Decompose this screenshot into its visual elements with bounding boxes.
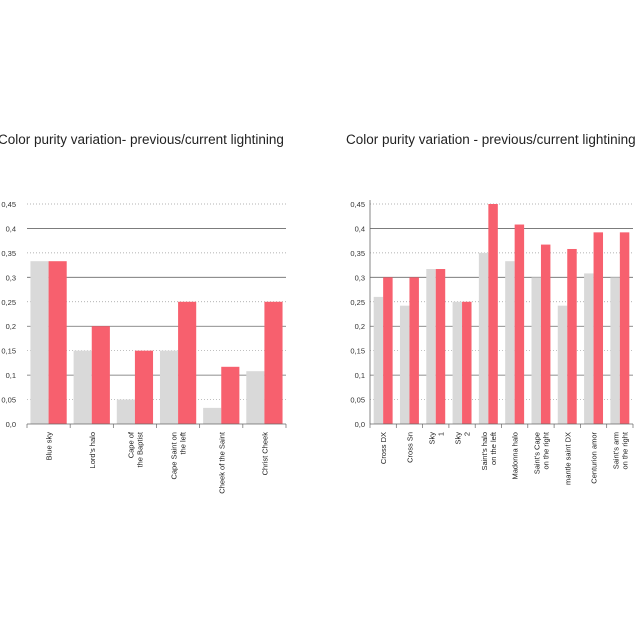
bar-previous	[116, 399, 135, 424]
category-label: Cross DX	[379, 432, 388, 464]
category-label: Saint's Cape	[532, 432, 541, 474]
y-tick-label: 0,3	[355, 273, 365, 282]
y-tick-label: 0,2	[355, 322, 365, 331]
y-tick-label: 0,3	[6, 273, 16, 282]
chart-left: Color purity variation- previous/current…	[0, 132, 287, 494]
bar-current	[567, 248, 577, 424]
category-label: Cross Sn	[405, 432, 414, 463]
y-tick-label: 0,2	[6, 322, 16, 331]
bar-current	[48, 261, 67, 424]
bar-current	[91, 326, 110, 424]
bar-current	[462, 301, 472, 424]
bar-previous	[584, 273, 594, 424]
y-tick-label: 0,1	[6, 371, 16, 380]
y-tick-label: 0,35	[1, 249, 16, 258]
category-label: Sky	[454, 432, 463, 445]
bar-previous	[557, 305, 568, 424]
bar-current	[435, 269, 446, 424]
category-label: Saint's halo	[480, 432, 489, 471]
category-label: mantle saint DX	[563, 432, 572, 485]
y-tick-label: 0,05	[1, 396, 16, 405]
bar-previous	[399, 305, 410, 424]
y-tick-label: 0,15	[350, 347, 365, 356]
bar-current	[514, 224, 525, 424]
y-tick-label: 0,4	[6, 224, 16, 233]
bar-current	[619, 232, 630, 424]
bar-previous	[159, 350, 179, 424]
bar-previous	[73, 350, 92, 424]
category-label: the left	[179, 431, 188, 454]
category-label: Saint's arm	[611, 432, 620, 469]
category-label: the Baptist	[135, 431, 144, 467]
y-tick-label: 0,0	[6, 420, 16, 429]
category-label: Lord's halo	[88, 432, 97, 468]
category-label: on the right	[620, 431, 629, 469]
chart-right: Color purity variation - previous/curren…	[346, 132, 636, 485]
bar-previous	[30, 261, 49, 424]
y-tick-label: 0,45	[1, 200, 16, 209]
y-tick-label: 0,4	[355, 224, 365, 233]
bar-current	[409, 277, 419, 424]
bar-previous	[426, 269, 436, 424]
bar-current	[540, 244, 551, 424]
bar-previous	[505, 261, 515, 424]
chart-title: Color purity variation- previous/current…	[0, 132, 284, 147]
bar-current	[134, 350, 154, 424]
category-label: Christ Cheek	[260, 432, 269, 476]
category-label: Centurion amor	[590, 432, 599, 484]
category-label: 2	[463, 432, 472, 436]
bar-previous	[203, 407, 222, 424]
y-tick-label: 0,05	[350, 396, 365, 405]
chart-title: Color purity variation - previous/curren…	[346, 132, 636, 147]
bar-previous	[452, 301, 463, 424]
bar-previous	[478, 252, 489, 424]
y-tick-label: 0,45	[350, 200, 365, 209]
y-tick-label: 0,0	[355, 420, 365, 429]
category-label: 1	[436, 432, 445, 436]
bar-current	[178, 301, 197, 424]
category-label: Sky	[427, 432, 436, 445]
y-tick-label: 0,15	[1, 347, 16, 356]
bar-previous	[610, 277, 620, 424]
y-tick-label: 0,35	[350, 249, 365, 258]
y-tick-label: 0,25	[1, 298, 16, 307]
bar-previous	[373, 296, 384, 424]
y-tick-label: 0,25	[350, 298, 365, 307]
category-label: Madonna halo	[511, 432, 520, 480]
bar-current	[383, 277, 393, 424]
category-label: Cape of	[126, 431, 135, 458]
bar-current	[264, 301, 283, 424]
bar-current	[221, 366, 240, 424]
category-label: Cape Saint on	[170, 432, 179, 480]
y-tick-label: 0,1	[355, 371, 365, 380]
bar-current	[593, 232, 604, 424]
category-label: on the left	[489, 431, 498, 465]
category-label: on the right	[541, 431, 550, 469]
bar-current	[488, 204, 498, 424]
bar-previous	[246, 371, 265, 424]
category-label: Blue sky	[45, 432, 54, 461]
category-label: Cheek of the Saint	[217, 431, 226, 494]
bar-previous	[531, 277, 541, 424]
